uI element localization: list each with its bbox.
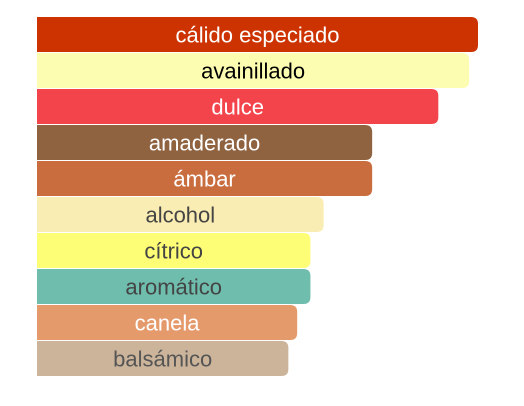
bar-label: dulce [211,95,264,120]
bar-label: balsámico [113,347,212,372]
bar-label: alcohol [145,203,215,228]
bar [37,53,470,88]
bar [37,269,311,304]
bar [37,17,478,52]
bar-label: cálido especiado [176,23,340,48]
bar-label: canela [135,311,201,336]
bar-row: cítrico [37,233,311,268]
bar [37,341,289,376]
bar-row: aromático [37,269,311,304]
bar [37,89,439,124]
bar-label: cítrico [144,239,203,264]
bar [37,125,373,160]
bar-row: dulce [37,89,439,124]
bar-label: avainillado [201,59,305,84]
bar-row: alcohol [37,197,324,232]
bar [37,197,324,232]
bar-row: cálido especiado [37,17,478,52]
bar [37,233,311,268]
bar-label: aromático [125,275,222,300]
bar [37,161,373,196]
bar-label: amaderado [149,131,260,156]
bar [37,305,298,340]
bar-row: balsámico [37,341,289,376]
bar-row: amaderado [37,125,373,160]
bar-row: canela [37,305,298,340]
bar-row: ámbar [37,161,373,196]
bar-label: ámbar [173,167,235,192]
bar-row: avainillado [37,53,470,88]
